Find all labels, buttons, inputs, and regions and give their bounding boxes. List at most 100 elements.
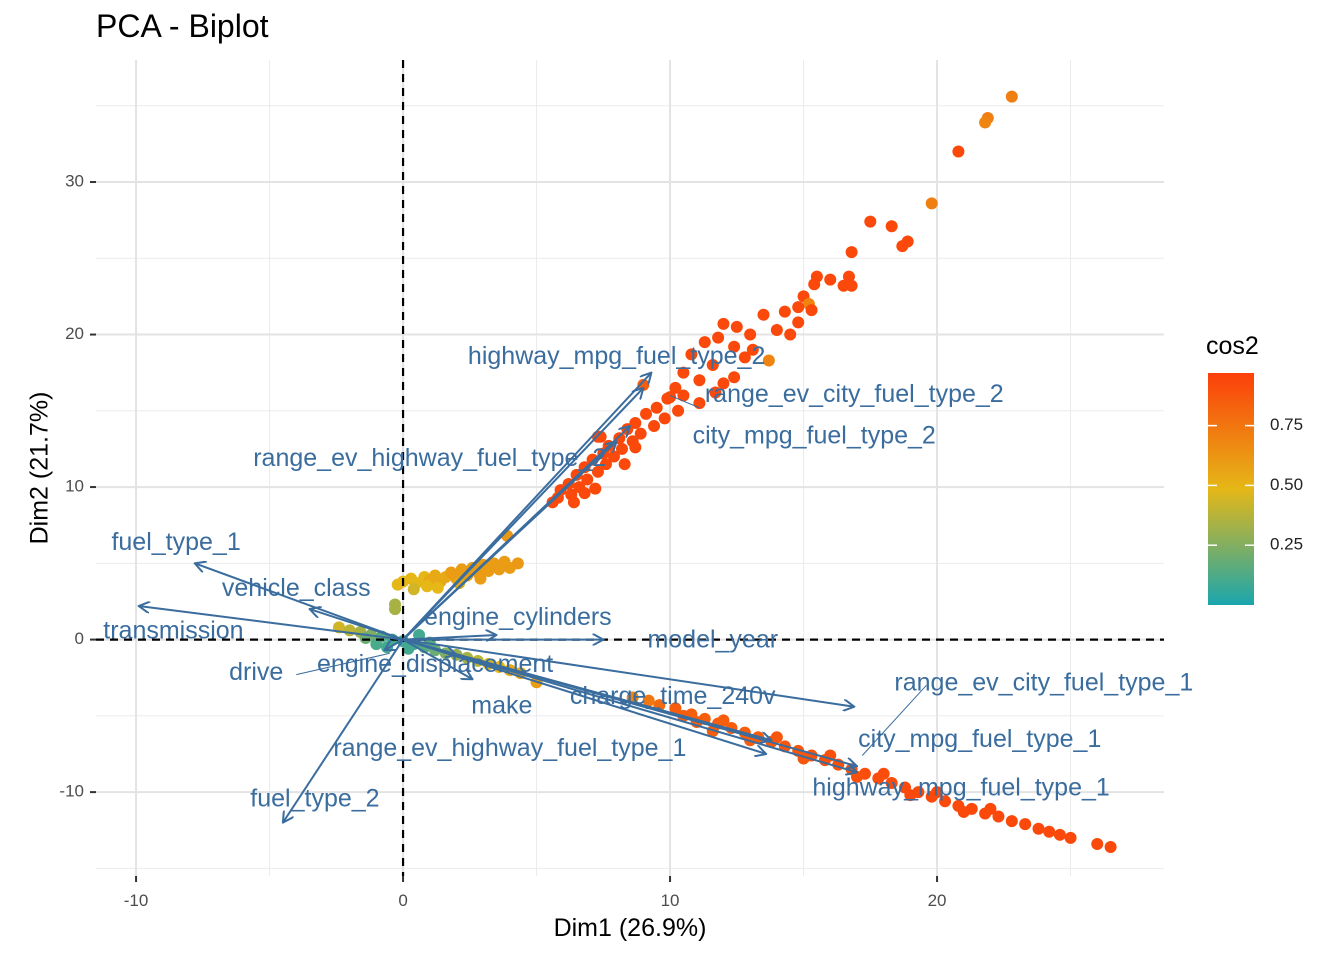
data-point: [474, 572, 487, 585]
data-point: [778, 305, 791, 318]
data-point: [877, 767, 890, 780]
data-point: [581, 473, 594, 486]
data-point: [885, 220, 898, 233]
data-point: [586, 453, 599, 466]
data-point: [567, 496, 580, 509]
label-highway_mpg_fuel_type_1: highway_mpg_fuel_type_1: [812, 774, 1109, 802]
y-tick-label: 20: [65, 324, 84, 343]
arrow-range_ev_highway_fuel_type_1: [402, 638, 766, 754]
x-tick-label: 20: [928, 891, 947, 910]
data-point: [1043, 825, 1056, 838]
data-point: [1019, 818, 1032, 831]
data-point: [757, 308, 770, 321]
data-point: [421, 580, 434, 593]
data-point: [698, 336, 711, 349]
data-point: [952, 145, 965, 158]
variable-labels: highway_mpg_fuel_type_2 range_ev_city_fue…: [103, 342, 1193, 812]
data-point: [770, 731, 783, 744]
y-axis-label: Dim2 (21.7%): [25, 391, 54, 545]
data-point: [589, 482, 602, 495]
data-point: [746, 343, 759, 356]
data-point: [738, 351, 751, 364]
data-point: [992, 810, 1005, 823]
data-point: [792, 301, 805, 314]
arrow-range_ev_city_fuel_type_2: [402, 388, 643, 641]
label-make: make: [471, 691, 532, 719]
data-point: [615, 442, 628, 455]
data-point: [1005, 815, 1018, 828]
data-point: [629, 441, 642, 454]
data-point: [672, 404, 685, 417]
leader-range_ev_city_fuel_type_1: [861, 685, 927, 756]
data-point: [1064, 831, 1077, 844]
colorbar-tick-label: 0.50: [1270, 475, 1303, 494]
data-point: [1032, 822, 1045, 835]
label-drive: drive: [229, 658, 283, 686]
data-point: [792, 316, 805, 329]
label-city_mpg_fuel_type_1: city_mpg_fuel_type_1: [858, 725, 1101, 753]
label-range_ev_highway_fuel_type_1: range_ev_highway_fuel_type_1: [333, 734, 686, 762]
arrow-fuel_type_2: [283, 639, 404, 823]
data-point: [824, 273, 837, 286]
label-fuel_type_1: fuel_type_1: [111, 528, 240, 556]
data-point: [650, 401, 663, 414]
data-point: [599, 458, 612, 471]
data-point: [712, 331, 725, 344]
data-point: [1053, 828, 1066, 841]
label-range_ev_city_fuel_type_1: range_ev_city_fuel_type_1: [894, 668, 1193, 696]
x-tick-label: -10: [124, 891, 149, 910]
grid-lines: [96, 60, 1164, 876]
data-point: [717, 317, 730, 330]
data-point: [709, 386, 722, 399]
label-range_ev_highway_fuel_type_2: range_ev_highway_fuel_type_2: [253, 444, 606, 472]
data-point: [594, 430, 607, 443]
data-point: [808, 278, 821, 291]
data-point: [677, 389, 690, 402]
data-point: [728, 371, 741, 384]
data-point: [762, 354, 775, 367]
legend-title: cos2: [1206, 332, 1259, 360]
data-point: [407, 583, 420, 596]
data-point: [693, 374, 706, 387]
data-point: [730, 320, 743, 333]
data-point: [343, 624, 356, 637]
leader-range_ev_city_fuel_type_2: [669, 395, 700, 409]
data-point: [864, 215, 877, 228]
data-point: [370, 638, 383, 651]
label-engine_cylinders: engine_cylinders: [424, 603, 612, 631]
data-point: [642, 694, 655, 707]
label-charge_time_240v: charge_time_240v: [570, 682, 776, 710]
data-point: [706, 359, 719, 372]
data-point: [658, 412, 671, 425]
data-point: [1104, 841, 1117, 854]
variable-arrows: [139, 373, 927, 823]
colorbar-tick-label: 0.75: [1270, 415, 1303, 434]
arrow-transmission: [139, 606, 404, 641]
data-point: [1091, 837, 1104, 850]
data-point: [885, 776, 898, 789]
data-point: [677, 366, 690, 379]
label-highway_mpg_fuel_type_2: highway_mpg_fuel_type_2: [468, 342, 765, 370]
data-point: [664, 391, 677, 404]
data-point: [728, 340, 741, 353]
data-point: [770, 323, 783, 336]
data-point: [957, 805, 970, 818]
label-range_ev_city_fuel_type_2: range_ev_city_fuel_type_2: [705, 380, 1004, 408]
data-point: [453, 577, 466, 590]
data-point: [784, 328, 797, 341]
data-point: [845, 246, 858, 259]
arrow-range_ev_city_fuel_type_1: [402, 638, 854, 707]
colorbar-tick-label: 0.25: [1270, 535, 1303, 554]
data-point: [1005, 90, 1018, 103]
data-point: [717, 714, 730, 727]
data-point: [805, 304, 818, 317]
label-city_mpg_fuel_type_2: city_mpg_fuel_type_2: [693, 421, 936, 449]
data-point: [744, 328, 757, 341]
data-point: [648, 420, 661, 433]
data-point: [578, 487, 591, 500]
cos2-colorbar: [1208, 373, 1254, 605]
data-point: [685, 348, 698, 361]
label-transmission: transmission: [103, 617, 243, 645]
data-point: [389, 603, 402, 616]
data-point: [511, 557, 524, 570]
